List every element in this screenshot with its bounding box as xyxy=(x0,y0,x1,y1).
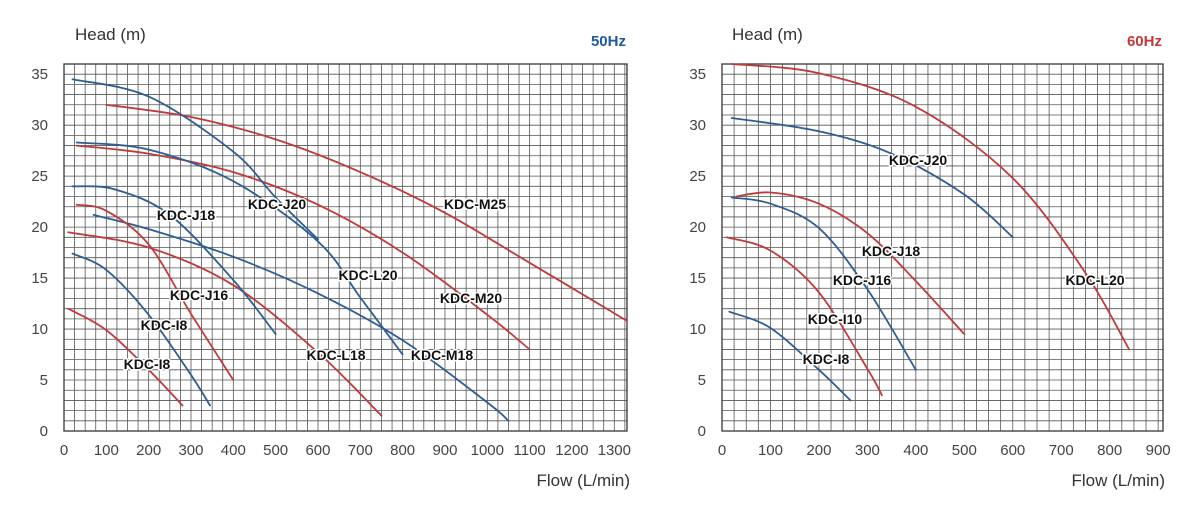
performance-curve xyxy=(735,191,966,336)
y-tick-label: 25 xyxy=(31,168,48,185)
plot-frame xyxy=(63,63,628,432)
curve-label: KDC-M25 xyxy=(444,196,506,212)
curve-label: KDC-J20 xyxy=(889,152,948,168)
performance-curve xyxy=(75,141,404,356)
x-tick-label: 600 xyxy=(1000,442,1025,459)
y-tick-label: 35 xyxy=(31,66,48,83)
curve-label: KDC-J20 xyxy=(248,196,307,212)
x-axis-title: Flow (L/min) xyxy=(1071,471,1165,490)
y-tick-label: 30 xyxy=(689,117,706,134)
curve-label: KDC-M18 xyxy=(411,347,473,363)
y-tick-label: 25 xyxy=(689,168,706,185)
curve-label: KDC-J16 xyxy=(170,287,229,303)
plot-frame xyxy=(721,63,1164,432)
x-tick-label: 300 xyxy=(855,442,880,459)
curve-label: KDC-J16 xyxy=(833,272,892,288)
performance-curve xyxy=(71,252,211,407)
y-tick-labels: 0 5 10 15 20 25 30 35 xyxy=(689,66,706,440)
curves xyxy=(67,78,628,422)
chart-50hz: Head (m) 50Hz Flow (L/min) 0 5 10 15 20 25 30 3… xyxy=(31,25,631,490)
x-tick-label: 1200 xyxy=(555,442,588,459)
curves xyxy=(725,63,1130,402)
curve-label: KDC-I8 xyxy=(124,356,171,372)
performance-curve xyxy=(105,103,628,322)
x-tick-label: 100 xyxy=(94,442,119,459)
y-tick-label: 35 xyxy=(689,66,706,83)
performance-curve xyxy=(730,196,917,371)
y-tick-label: 0 xyxy=(698,423,706,440)
curve-labels: KDC-M25 KDC-J20 KDC-J18 KDC-L20 KDC-J16 … xyxy=(122,195,508,374)
curve-label: KDC-L20 xyxy=(338,267,397,283)
performance-curve xyxy=(67,231,383,417)
performance-curve xyxy=(730,63,1130,351)
x-tick-label: 800 xyxy=(1097,442,1122,459)
performance-curve xyxy=(75,203,235,381)
y-tick-labels: 0 5 10 15 20 25 30 35 xyxy=(31,66,48,440)
x-tick-label: 500 xyxy=(952,442,977,459)
performance-curve xyxy=(730,117,1014,239)
curve-label: KDC-I10 xyxy=(808,311,863,327)
y-axis-title: Head (m) xyxy=(75,25,146,44)
x-tick-label: 500 xyxy=(263,442,288,459)
y-tick-label: 15 xyxy=(31,270,48,287)
y-tick-label: 20 xyxy=(31,219,48,236)
y-tick-label: 0 xyxy=(40,423,48,440)
x-tick-label: 800 xyxy=(390,442,415,459)
curve-label: KDC-I8 xyxy=(803,351,850,367)
curve-label: KDC-L18 xyxy=(306,347,365,363)
x-tick-label: 700 xyxy=(1049,442,1074,459)
x-tick-label: 1300 xyxy=(598,442,631,459)
grid xyxy=(721,63,1164,432)
frequency-label: 60Hz xyxy=(1127,33,1162,50)
y-tick-label: 5 xyxy=(40,372,48,389)
curve-label: KDC-J18 xyxy=(862,243,921,259)
x-tick-label: 200 xyxy=(136,442,161,459)
performance-curve xyxy=(728,310,852,402)
performance-curve xyxy=(75,144,531,351)
x-tick-label: 400 xyxy=(221,442,246,459)
x-tick-label: 1100 xyxy=(514,442,546,459)
x-tick-label: 900 xyxy=(1146,442,1171,459)
y-tick-label: 15 xyxy=(689,270,706,287)
x-tick-label: 600 xyxy=(305,442,330,459)
x-tick-label: 100 xyxy=(758,442,783,459)
y-tick-label: 10 xyxy=(689,321,706,338)
x-tick-label: 200 xyxy=(806,442,831,459)
chart-60hz: Head (m) 60Hz Flow (L/min) 0 5 10 15 20 25 30 3… xyxy=(689,25,1170,490)
x-tick-label: 900 xyxy=(432,442,457,459)
y-tick-label: 30 xyxy=(31,117,48,134)
performance-curve xyxy=(71,185,277,336)
x-tick-label: 700 xyxy=(348,442,373,459)
y-tick-label: 5 xyxy=(698,372,706,389)
performance-curve xyxy=(92,214,510,422)
frequency-label: 50Hz xyxy=(591,33,626,50)
x-axis-title: Flow (L/min) xyxy=(536,471,630,490)
y-tick-label: 20 xyxy=(689,219,706,236)
x-tick-label: 1000 xyxy=(471,442,504,459)
y-tick-label: 10 xyxy=(31,321,48,338)
performance-curve xyxy=(71,78,319,241)
x-tick-labels: 0 100 200 300 400 500 600 700 800 900 1000 1100 1200… xyxy=(60,442,631,459)
x-tick-label: 400 xyxy=(903,442,928,459)
x-tick-label: 300 xyxy=(178,442,203,459)
x-tick-label: 0 xyxy=(60,442,68,459)
performance-curve xyxy=(725,236,883,397)
curve-label: KDC-J18 xyxy=(157,207,216,223)
performance-curve xyxy=(67,307,184,407)
x-tick-label: 0 xyxy=(718,442,726,459)
y-axis-title: Head (m) xyxy=(732,25,803,44)
curve-label: KDC-M20 xyxy=(440,290,502,306)
curve-label: KDC-L20 xyxy=(1065,272,1124,288)
x-tick-labels: 0 100 200 300 400 500 600 700 800 900 xyxy=(718,442,1171,459)
curve-label: KDC-I8 xyxy=(141,317,188,333)
curve-labels: KDC-J20 KDC-J18 KDC-J16 KDC-L20 KDC-I10 … xyxy=(801,151,1126,369)
